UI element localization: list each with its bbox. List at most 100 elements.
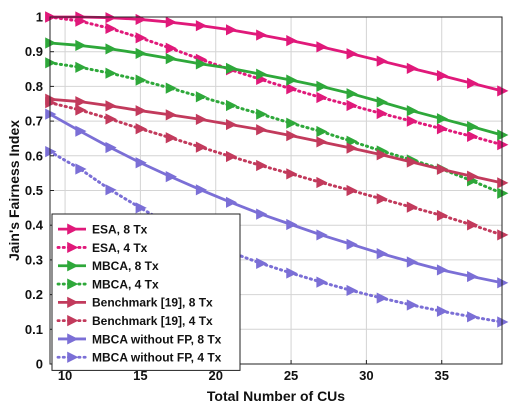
data-point (45, 146, 57, 158)
data-point (376, 96, 388, 108)
legend-swatch-marker (67, 351, 79, 363)
data-point (406, 62, 418, 74)
legend-label: Benchmark [19], 8 Tx (92, 296, 213, 310)
series-line (50, 15, 503, 93)
data-point (376, 55, 388, 67)
data-point (225, 24, 238, 36)
legend: ESA, 8 Tx ESA, 4 Tx MBCA, 8 Tx MBCA, 4 Tx Be… (51, 213, 241, 371)
data-point (286, 130, 298, 142)
legend-entry: Benchmark [19], 4 Tx (56, 314, 213, 328)
data-point (376, 248, 388, 260)
data-point (406, 201, 418, 213)
x-tick-label: 35 (434, 368, 448, 383)
data-point (406, 156, 418, 168)
data-point (165, 16, 177, 28)
data-point (406, 115, 418, 127)
data-point (105, 67, 117, 79)
data-point (436, 264, 449, 276)
data-point (346, 135, 358, 147)
data-point (75, 96, 87, 108)
series-mbca-8-tx (45, 37, 509, 141)
legend-entry: MBCA without FP, 4 Tx (56, 351, 222, 365)
data-point (225, 196, 238, 208)
series-line (48, 101, 504, 237)
data-point (286, 34, 298, 47)
data-point (286, 168, 298, 180)
data-point (497, 177, 509, 189)
data-point (346, 184, 358, 197)
legend-entry: ESA, 8 Tx (58, 222, 148, 236)
x-tick-label: 25 (284, 368, 298, 383)
legend-label: ESA, 4 Tx (92, 241, 148, 255)
data-point (135, 32, 147, 44)
data-point (376, 292, 388, 304)
data-point (165, 171, 177, 183)
data-point (45, 37, 57, 49)
legend-entry: ESA, 4 Tx (56, 241, 148, 255)
data-point (75, 15, 87, 27)
data-point (436, 70, 449, 82)
data-point (316, 91, 328, 104)
data-point (346, 99, 358, 112)
x-axis-label: Total Number of CUs (207, 388, 345, 404)
data-point (105, 184, 117, 196)
legend-label: Benchmark [19], 4 Tx (92, 314, 213, 328)
series-benchmark-19-4-tx (45, 97, 509, 241)
series-line (48, 150, 504, 324)
y-tick-label: 0.1 (25, 322, 43, 337)
data-point (195, 58, 208, 70)
data-point (225, 150, 238, 163)
legend-entry: MBCA, 8 Tx (58, 259, 159, 273)
data-point (467, 121, 479, 133)
data-point (256, 124, 268, 136)
data-point (105, 22, 117, 35)
data-point (406, 256, 418, 268)
y-tick-label: 0.5 (25, 183, 43, 198)
data-point (286, 117, 298, 129)
data-point (105, 113, 117, 125)
series-line (49, 112, 503, 285)
data-point (406, 299, 418, 311)
series-benchmark-19-8-tx (45, 93, 509, 189)
series-line (49, 41, 503, 137)
data-point (316, 276, 328, 288)
legend-label: ESA, 8 Tx (92, 222, 148, 236)
data-point (195, 113, 208, 125)
x-tick-labels: 10 15 20 25 30 35 (58, 360, 449, 383)
data-point (467, 170, 479, 182)
data-point (135, 74, 147, 86)
legend-label: MBCA, 4 Tx (92, 277, 159, 291)
data-point (346, 88, 358, 100)
data-point (256, 29, 268, 41)
data-point (497, 316, 509, 328)
series-layer (45, 11, 509, 328)
data-point (165, 82, 177, 94)
series-line (49, 97, 503, 185)
data-point (316, 176, 328, 189)
data-point (497, 277, 509, 289)
data-point (346, 48, 358, 60)
legend-swatch-marker (67, 278, 79, 290)
data-point (497, 139, 509, 151)
data-point (346, 238, 358, 250)
legend-swatch-marker (67, 260, 79, 272)
data-point (135, 105, 147, 117)
series-mbca-without-fp-8-tx (45, 108, 509, 289)
data-point (376, 149, 388, 161)
y-tick-label: 0.9 (25, 44, 43, 59)
data-point (135, 202, 147, 214)
legend-swatch-marker (67, 223, 79, 235)
data-point (467, 311, 479, 323)
data-point (286, 267, 298, 279)
y-tick-label: 0.4 (25, 218, 44, 233)
series-esa-4-tx (45, 11, 509, 151)
data-point (165, 53, 177, 65)
data-point (376, 193, 388, 205)
data-point (195, 184, 208, 196)
data-point (256, 208, 268, 220)
data-point (135, 123, 147, 135)
data-point (75, 39, 87, 52)
data-point (406, 105, 418, 117)
data-point (105, 141, 117, 154)
legend-label: MBCA, 8 Tx (92, 259, 159, 273)
